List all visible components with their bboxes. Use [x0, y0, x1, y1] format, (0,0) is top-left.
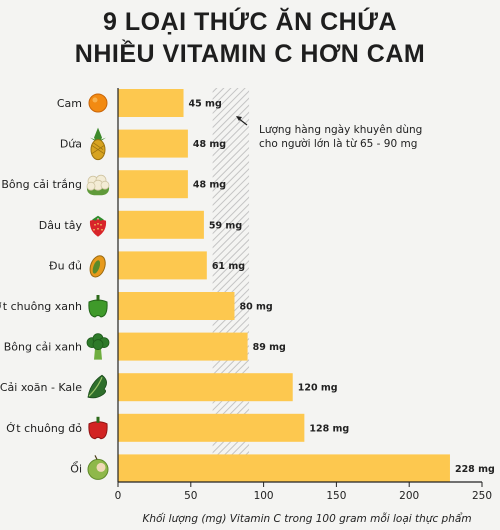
green-bell-pepper-icon [88, 295, 108, 318]
x-axis-label: Khối lượng (mg) Vitamin C trong 100 gram… [142, 512, 471, 525]
pineapple-icon [90, 127, 106, 161]
orange-icon [88, 93, 108, 113]
category-label: Cam [57, 97, 82, 110]
annotation-line-1: Lượng hàng ngày khuyên dùng [259, 124, 422, 136]
red-bell-pepper-icon [88, 416, 108, 440]
bar-value-label: 48 mg [193, 139, 226, 150]
category-label: Đu đủ [49, 259, 82, 272]
bar-value-label: 120 mg [298, 383, 338, 394]
bar-0 [118, 89, 184, 117]
strawberry-icon [89, 215, 107, 237]
bar-4 [118, 251, 207, 280]
bar-2 [118, 170, 188, 199]
bar-3 [118, 210, 204, 239]
annotation-arrowhead [236, 116, 242, 121]
category-label: Cải xoăn - Kale [0, 381, 82, 394]
bar-value-label: 45 mg [189, 99, 222, 110]
papaya-icon [89, 255, 106, 278]
broccoli-icon [86, 333, 110, 360]
bar-value-label: 59 mg [209, 220, 242, 231]
x-tick-label: 200 [399, 490, 419, 502]
bar-7 [118, 373, 293, 402]
x-tick-label: 50 [184, 490, 197, 502]
category-label: Bông cải xanh [4, 341, 82, 354]
bar-value-label: 80 mg [239, 302, 272, 313]
title-line-2: NHIỀU VITAMIN C HƠN CAM [74, 40, 426, 68]
bar-9 [118, 454, 450, 483]
category-label: Bông cải trắng [1, 178, 82, 191]
bar-value-label: 61 mg [212, 261, 245, 272]
bar-value-label: 228 mg [455, 464, 495, 475]
category-label: Ớt chuông xanh [0, 300, 82, 313]
cauliflower-icon [86, 174, 110, 196]
bar-6 [118, 332, 248, 361]
category-label: Ớt chuông đỏ [6, 422, 82, 435]
category-label: Ổi [70, 460, 82, 475]
title-line-1: 9 LOẠI THỨC ĂN CHỨA [102, 8, 398, 36]
bar-1 [118, 129, 188, 158]
x-tick-label: 100 [254, 490, 274, 502]
bar-value-label: 128 mg [309, 423, 349, 434]
x-tick-label: 0 [115, 490, 122, 502]
x-tick-label: 250 [472, 490, 492, 502]
bar-value-label: 48 mg [193, 180, 226, 191]
x-tick-label: 150 [326, 490, 346, 502]
guava-icon [87, 455, 109, 480]
annotation-line-2: cho người lớn là từ 65 - 90 mg [259, 138, 417, 150]
kale-icon [87, 374, 107, 399]
bar-8 [118, 413, 305, 442]
category-label: Dâu tây [39, 219, 83, 232]
bar-value-label: 89 mg [253, 342, 286, 353]
category-label: Dứa [60, 138, 82, 151]
bar-5 [118, 292, 235, 320]
